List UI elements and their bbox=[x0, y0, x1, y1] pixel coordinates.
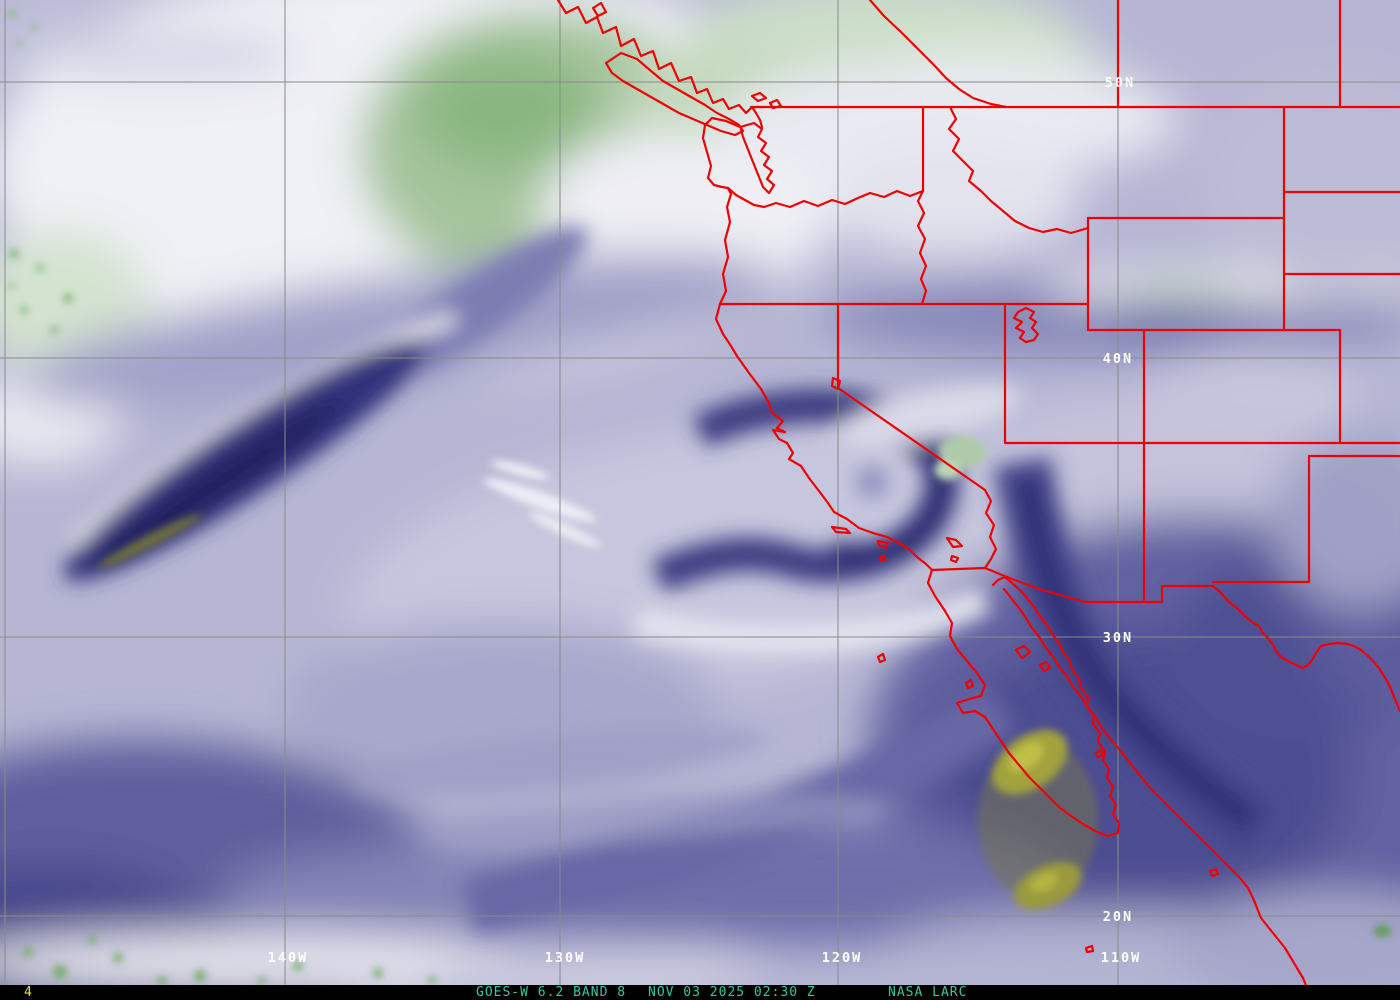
island-guadalupe bbox=[876, 652, 887, 664]
coast-mexico-mainland bbox=[1002, 587, 1313, 1000]
border-ca-nv-diagonal bbox=[836, 386, 987, 492]
imagery-fine-features bbox=[8, 10, 1392, 986]
latitude-label: 30N bbox=[1103, 630, 1133, 646]
coast-puget-sound bbox=[710, 105, 776, 195]
map-boundaries-overlay bbox=[556, 0, 1400, 1000]
product-label: GOES-W 6.2 BAND 8 bbox=[476, 985, 627, 1000]
caption-bar: 4 GOES-W 6.2 BAND 8 NOV 03 2025 02:30 Z … bbox=[0, 985, 1400, 1000]
islands-gulf-bc bbox=[750, 91, 783, 110]
island-socorro bbox=[1084, 944, 1095, 954]
longitude-label: 120W bbox=[822, 950, 863, 966]
frame-number: 4 bbox=[24, 985, 33, 1000]
coast-bc-fjords bbox=[556, 0, 754, 115]
border-colorado-river bbox=[983, 488, 998, 570]
longitude-label: 110W bbox=[1101, 950, 1142, 966]
island-haida bbox=[591, 1, 608, 18]
longitude-label: 130W bbox=[545, 950, 586, 966]
latitude-label: 40N bbox=[1103, 351, 1133, 367]
lake-great-salt bbox=[1012, 306, 1040, 344]
islands-gulf-california bbox=[1014, 644, 1105, 759]
border-or-id-snake bbox=[916, 189, 928, 306]
island-vancouver bbox=[604, 51, 745, 137]
border-us-mexico-west bbox=[930, 566, 1215, 604]
source-label: NASA LARC bbox=[888, 985, 968, 1000]
islands-channel bbox=[830, 525, 964, 564]
islands-marias bbox=[1208, 867, 1220, 878]
imagery-medium-features bbox=[63, 226, 1279, 934]
longitude-label: 140W bbox=[268, 950, 309, 966]
latitude-label: 20N bbox=[1103, 909, 1133, 925]
border-columbia-river bbox=[726, 186, 925, 209]
coast-baja-east bbox=[991, 575, 1121, 835]
latlon-labels: 50N 40N 30N 20N 140W 130W 120W 110W bbox=[268, 75, 1142, 966]
coast-baja-west bbox=[926, 568, 1120, 838]
border-bc-alberta bbox=[868, 0, 1008, 109]
latitude-label: 50N bbox=[1105, 75, 1135, 91]
timestamp-label: NOV 03 2025 02:30 Z bbox=[648, 985, 816, 1000]
island-cedros bbox=[964, 678, 975, 690]
border-id-mt bbox=[947, 105, 1090, 235]
border-rio-grande bbox=[1211, 584, 1400, 713]
